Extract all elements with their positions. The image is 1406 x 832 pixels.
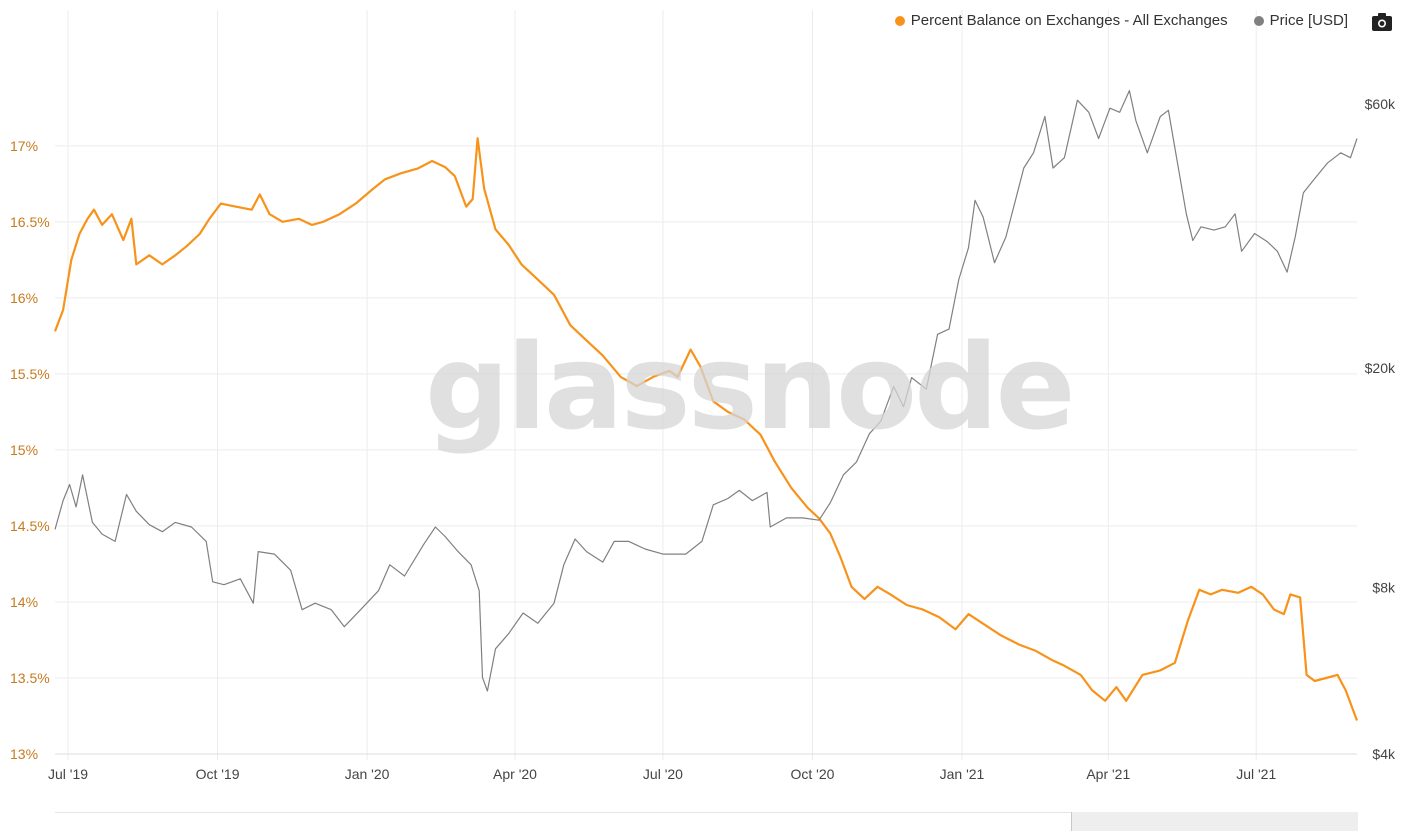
left-axis-tick-label: 15% xyxy=(10,442,38,458)
legend-marker-price xyxy=(1253,15,1264,26)
left-axis-tick-label: 13.5% xyxy=(10,670,50,686)
right-axis-tick-label: $8k xyxy=(1372,580,1396,596)
x-axis-tick-label: Jul '21 xyxy=(1236,766,1276,782)
right-axis-tick-label: $4k xyxy=(1372,746,1396,762)
x-axis-tick-label: Jul '19 xyxy=(48,766,88,782)
legend-label-balance: Percent Balance on Exchanges - All Excha… xyxy=(910,12,1228,29)
series-line-price xyxy=(54,90,1358,692)
x-axis-tick-label: Jul '20 xyxy=(643,766,683,782)
x-axis-tick-label: Apr '20 xyxy=(493,766,537,782)
navigator-strip[interactable] xyxy=(55,812,1357,832)
x-axis-tick-label: Jan '21 xyxy=(940,766,985,782)
left-axis-tick-label: 14.5% xyxy=(10,518,50,534)
left-axis-tick-label: 17% xyxy=(10,138,38,154)
legend-item-balance[interactable]: Percent Balance on Exchanges - All Excha… xyxy=(894,12,1228,29)
camera-icon[interactable] xyxy=(1372,13,1392,31)
right-axis-tick-label: $20k xyxy=(1365,360,1396,376)
right-axis-tick-label: $60k xyxy=(1365,96,1396,112)
x-axis-tick-label: Apr '21 xyxy=(1086,766,1130,782)
left-axis-tick-label: 13% xyxy=(10,746,38,762)
left-axis-tick-label: 14% xyxy=(10,594,38,610)
x-axis-tick-label: Oct '20 xyxy=(791,766,835,782)
left-axis-tick-label: 16% xyxy=(10,290,38,306)
navigator-selection[interactable] xyxy=(1071,812,1358,831)
chart-legend: Percent Balance on Exchanges - All Excha… xyxy=(869,12,1348,29)
legend-label-price: Price [USD] xyxy=(1269,12,1348,29)
legend-marker-balance xyxy=(894,15,905,26)
legend-item-price[interactable]: Price [USD] xyxy=(1253,12,1348,29)
left-axis-tick-label: 15.5% xyxy=(10,366,50,382)
x-axis-tick-label: Jan '20 xyxy=(345,766,390,782)
x-axis-tick-label: Oct '19 xyxy=(196,766,240,782)
series-line-balance xyxy=(53,137,1359,721)
left-axis-tick-label: 16.5% xyxy=(10,214,50,230)
